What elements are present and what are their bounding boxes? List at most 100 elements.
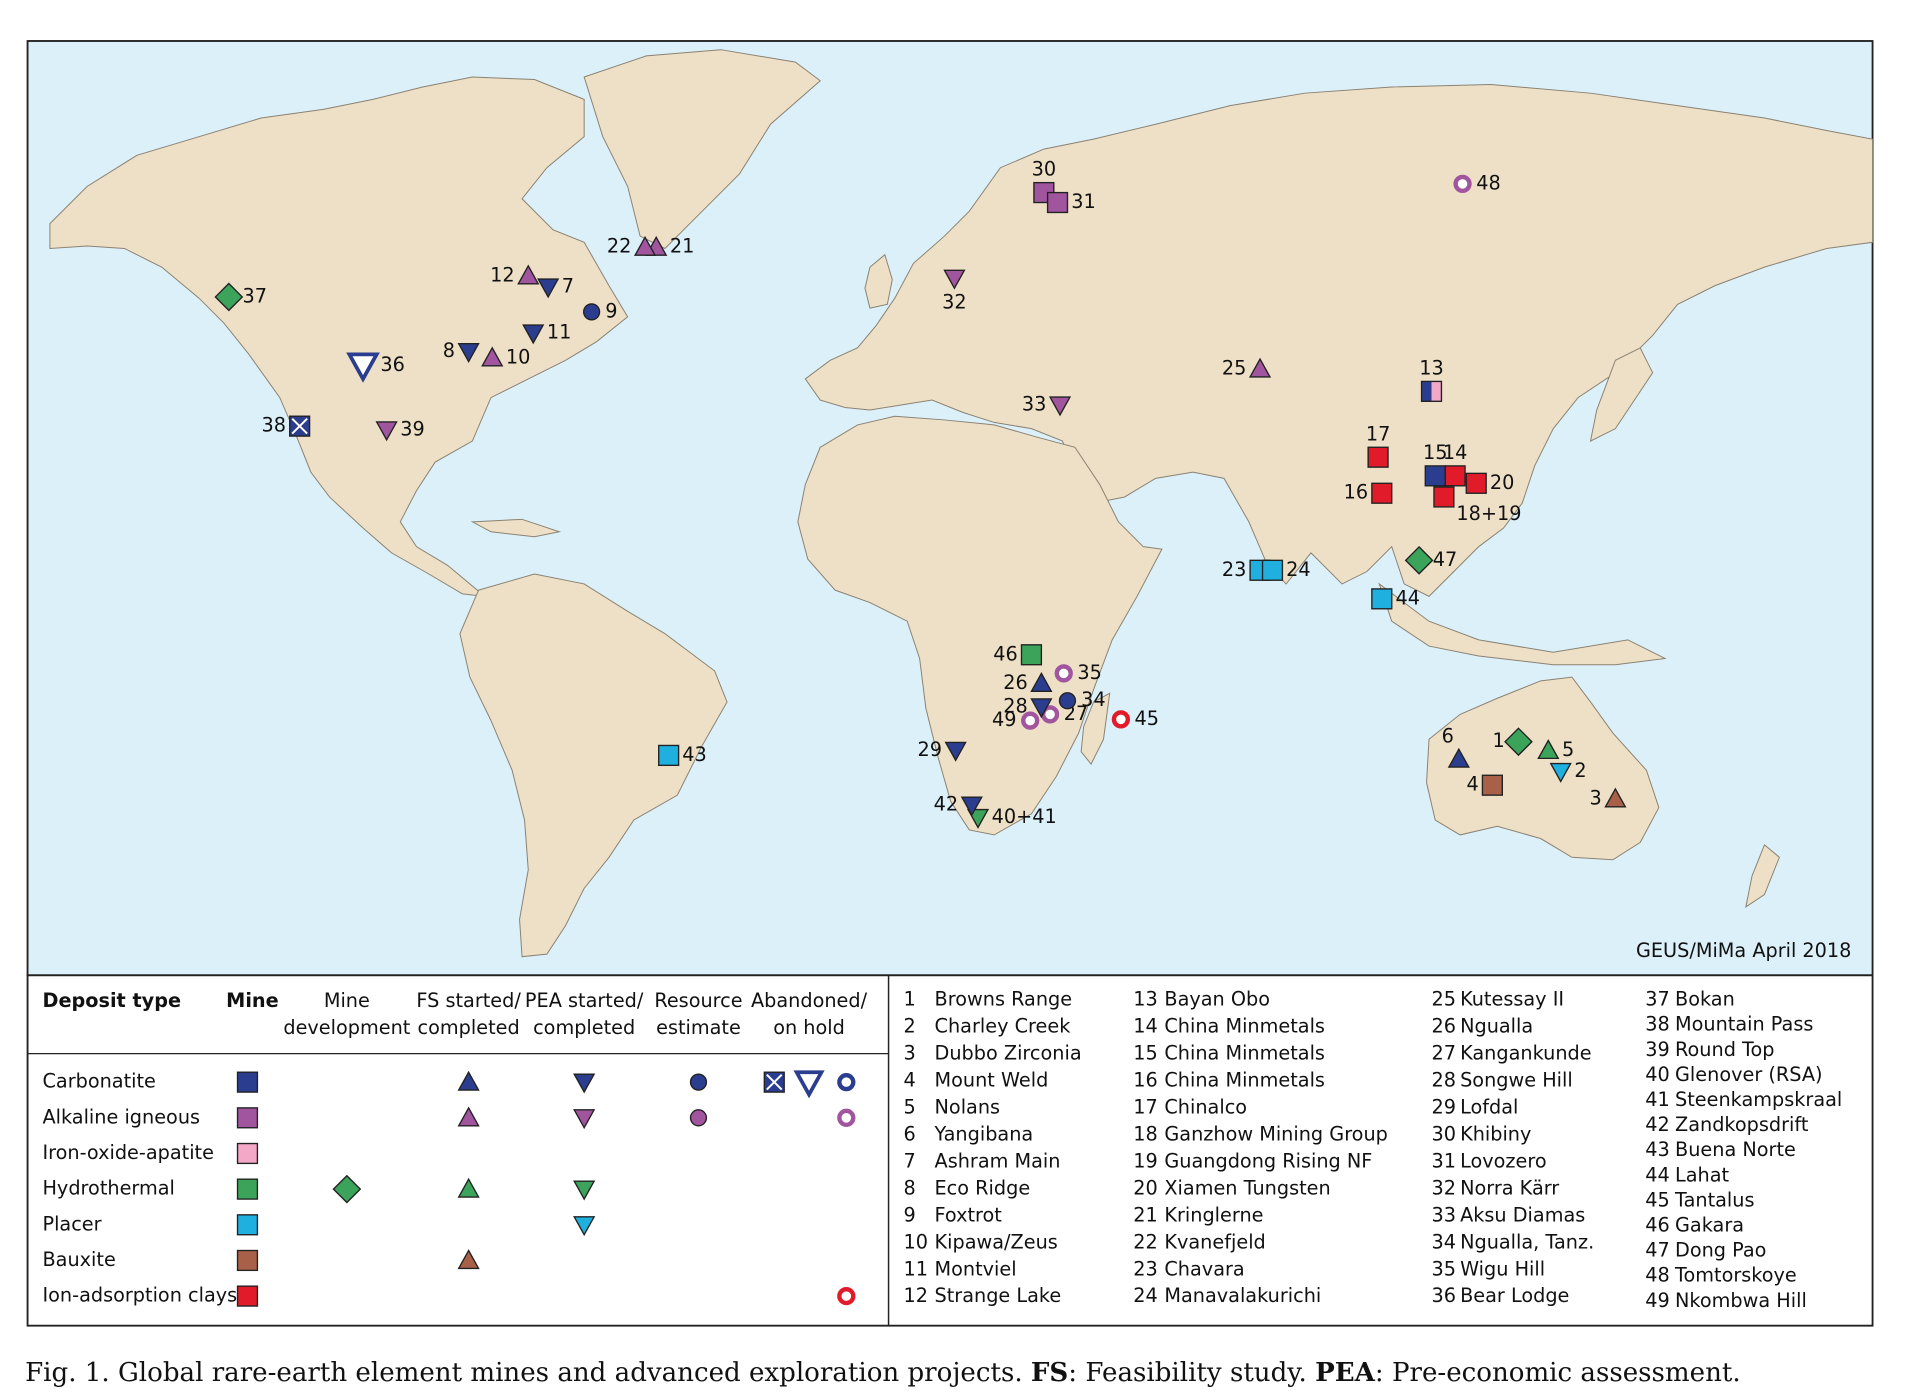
caption-part: PEA — [1315, 1358, 1375, 1388]
project-number: 3 — [903, 1042, 915, 1065]
greenland — [583, 49, 822, 250]
project-name: Eco Ridge — [935, 1176, 1031, 1199]
project-number: 46 — [1645, 1214, 1669, 1237]
project-name: Norra Kärr — [1460, 1176, 1559, 1199]
legend-header: Deposit type — [42, 989, 181, 1012]
project-number: 43 — [1645, 1138, 1669, 1161]
project-number: 5 — [903, 1095, 915, 1118]
symbol-ring — [837, 1073, 856, 1092]
project-name: Mountain Pass — [1675, 1013, 1813, 1036]
marker-label: 31 — [1071, 190, 1096, 213]
project-name: Dubbo Zirconia — [935, 1042, 1082, 1065]
project-name: Charley Creek — [935, 1015, 1072, 1038]
project-number: 15 — [1133, 1042, 1158, 1065]
symbol-circle — [582, 303, 601, 321]
marker-label: 30 — [1032, 158, 1057, 181]
project-name: Round Top — [1675, 1038, 1775, 1061]
symbol-triangle-up — [457, 1106, 480, 1127]
marker-label: 45 — [1135, 707, 1160, 730]
project-name: Strange Lake — [935, 1284, 1062, 1307]
symbol-triangle-up — [457, 1070, 480, 1091]
project-name: Ganzhow Mining Group — [1164, 1122, 1388, 1145]
new-zealand — [1745, 844, 1780, 909]
project-number: 13 — [1133, 988, 1158, 1011]
symbol-square — [236, 1249, 259, 1272]
project-number: 31 — [1432, 1149, 1457, 1172]
symbol-circle — [689, 1109, 708, 1127]
project-name: Gakara — [1675, 1214, 1744, 1237]
marker-label: 14 — [1443, 441, 1468, 464]
symbol-square — [1371, 588, 1393, 610]
marker-label: 39 — [400, 417, 425, 440]
legend-row-label: Alkaline igneous — [42, 1105, 200, 1128]
caption-part: FS — [1031, 1358, 1068, 1388]
symbol-triangle-down — [1549, 762, 1572, 783]
project-number: 8 — [903, 1176, 915, 1199]
symbol-square — [658, 744, 680, 767]
legend-header: Abandoned/ — [751, 989, 868, 1012]
symbol-triangle-down — [573, 1109, 596, 1130]
symbol-square — [1046, 191, 1069, 214]
symbol-triangle-down — [375, 421, 398, 442]
marker-label: 26 — [1003, 671, 1028, 694]
project-name: Yangibana — [934, 1122, 1034, 1145]
symbol-square — [236, 1071, 259, 1093]
symbol-square — [1431, 381, 1442, 402]
project-number: 29 — [1432, 1095, 1457, 1118]
project-name: Chinalco — [1164, 1095, 1247, 1118]
project-name: Xiamen Tungsten — [1164, 1176, 1330, 1199]
marker-label: 11 — [547, 320, 572, 343]
symbol-square — [1367, 446, 1389, 468]
marker-label: 25 — [1222, 357, 1247, 380]
project-name: Mount Weld — [935, 1069, 1049, 1092]
marker-label: 43 — [682, 743, 707, 766]
legend-row-label: Hydrothermal — [42, 1177, 174, 1200]
symbol-triangle-down — [537, 278, 560, 299]
project-number: 26 — [1432, 1015, 1457, 1038]
map-credit: GEUS/MiMa April 2018 — [1636, 939, 1851, 962]
project-number: 24 — [1133, 1284, 1158, 1307]
marker-label: 33 — [1022, 393, 1047, 416]
project-list: 1 Browns Range 2 Charley Creek 3 Dubbo Zircon… — [903, 988, 1842, 1312]
africa — [797, 415, 1163, 836]
symbol-cross — [291, 417, 308, 435]
legend-header: estimate — [656, 1016, 741, 1039]
project-name: Kipawa/Zeus — [935, 1230, 1058, 1253]
project-number: 22 — [1133, 1230, 1158, 1253]
project-number: 45 — [1645, 1188, 1669, 1211]
project-number: 10 — [903, 1230, 927, 1253]
project-number: 44 — [1645, 1163, 1669, 1186]
marker-label: 9 — [605, 299, 617, 322]
marker-label: 2 — [1574, 759, 1586, 782]
symbol-square — [1371, 482, 1393, 504]
caption-part: : Pre-economic assessment. — [1375, 1358, 1741, 1388]
project-name: Bear Lodge — [1460, 1284, 1569, 1307]
project-name: Zandkopsdrift — [1675, 1113, 1809, 1136]
legend-header: development — [283, 1016, 410, 1039]
marker-label: 20 — [1490, 471, 1515, 494]
australia — [1426, 676, 1660, 861]
symbol-triangle-up — [1030, 671, 1053, 692]
legend-header: Mine — [226, 989, 279, 1012]
project-number: 49 — [1645, 1289, 1669, 1312]
north-america — [49, 76, 629, 598]
project-number: 32 — [1432, 1176, 1457, 1199]
symbol-ring — [837, 1108, 856, 1127]
project-number: 39 — [1645, 1038, 1669, 1061]
project-number: 38 — [1645, 1013, 1669, 1036]
symbol-triangle-up — [633, 235, 657, 256]
marker-label: 40+41 — [992, 805, 1057, 828]
legend-header: PEA started/ — [525, 989, 644, 1012]
marker-label: 22 — [607, 235, 632, 258]
legend-header: completed — [418, 1016, 520, 1039]
symbol-square — [1465, 472, 1487, 494]
project-name: Ngualla, Tanz. — [1460, 1230, 1594, 1253]
project-number: 7 — [903, 1149, 915, 1172]
symbol-triangle-up — [1248, 357, 1272, 378]
symbol-square — [236, 1107, 259, 1129]
symbol-ring — [1453, 174, 1472, 194]
